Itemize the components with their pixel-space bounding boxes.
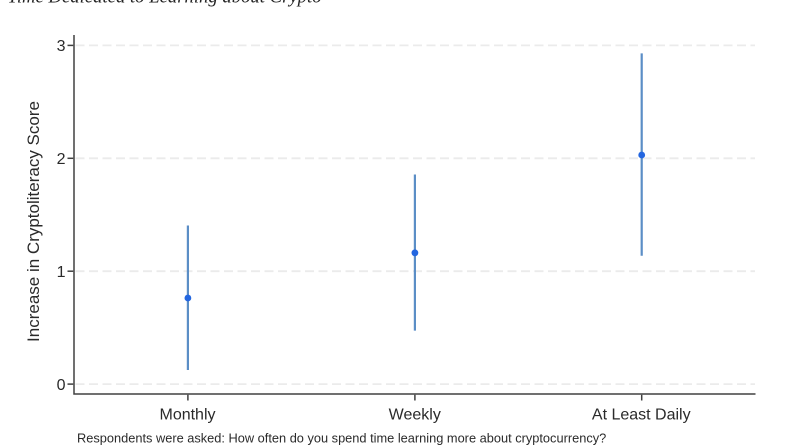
svg-text:Respondents were asked: How of: Respondents were asked: How often do you… [77, 430, 606, 445]
svg-text:0: 0 [57, 377, 66, 394]
svg-text:Weekly: Weekly [389, 406, 441, 423]
svg-text:3: 3 [57, 38, 66, 55]
svg-text:1: 1 [57, 264, 66, 281]
svg-text:Increase in Cryptoliteracy Sco: Increase in Cryptoliteracy Score [24, 101, 43, 342]
svg-text:Time Dedicated to Learning abo: Time Dedicated to Learning about Crypto [8, 0, 322, 8]
svg-text:Monthly: Monthly [159, 406, 215, 423]
svg-text:At Least Daily: At Least Daily [592, 406, 691, 423]
svg-text:2: 2 [57, 151, 66, 168]
